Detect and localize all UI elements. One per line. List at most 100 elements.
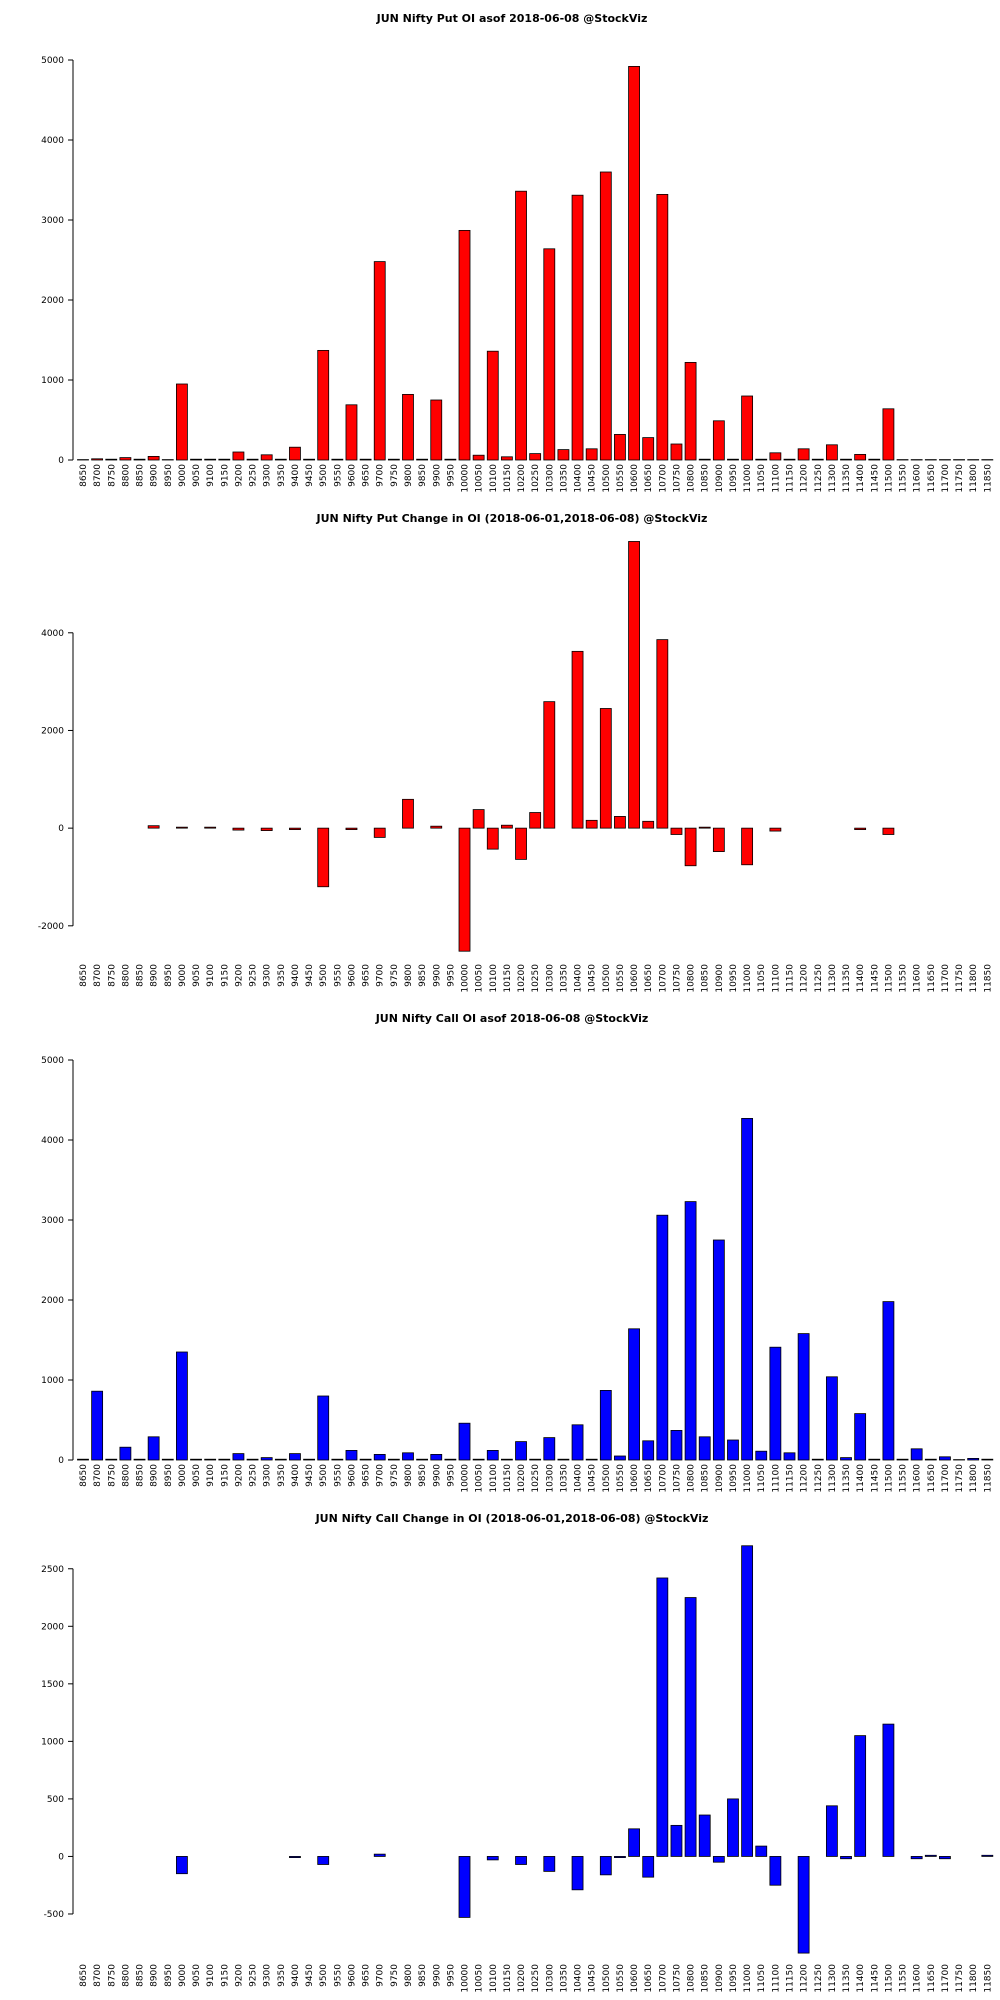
x-tick-label: 9100: [206, 1464, 216, 1487]
x-tick-label: 8650: [79, 1464, 89, 1487]
bar: [232, 1453, 245, 1461]
bar: [515, 1856, 527, 1865]
bar: [472, 809, 485, 829]
x-tick-label: 9450: [305, 464, 315, 487]
x-tick-label: 10550: [616, 964, 626, 993]
x-tick-label: 11000: [743, 1964, 753, 1993]
bar: [486, 1856, 499, 1861]
x-tick-label: 10750: [672, 1964, 682, 1993]
bar: [232, 827, 245, 831]
bar: [472, 1458, 485, 1461]
y-tick-label: 2000: [41, 1296, 64, 1306]
bar: [416, 1458, 429, 1461]
bar: [515, 827, 527, 860]
x-tick-label: 9450: [305, 964, 315, 987]
x-tick-label: 10400: [574, 1464, 584, 1493]
bar: [797, 1856, 810, 1954]
x-tick-label: 10500: [602, 464, 612, 493]
x-tick-label: 8750: [107, 964, 117, 987]
bar: [670, 827, 683, 835]
x-tick-label: 11100: [771, 1964, 781, 1993]
bar: [825, 444, 838, 461]
bar: [557, 449, 570, 461]
bar: [529, 453, 542, 461]
x-tick-label: 10100: [489, 464, 499, 493]
x-tick-label: 11750: [955, 1464, 965, 1493]
x-tick-label: 10150: [503, 464, 513, 493]
x-tick-label: 11200: [800, 964, 810, 993]
x-tick-label: 8750: [107, 1964, 117, 1987]
bar: [105, 458, 118, 461]
x-tick-label: 11550: [899, 1964, 909, 1993]
x-tick-label: 11850: [983, 464, 993, 493]
bar: [854, 827, 867, 831]
x-tick-label: 11250: [814, 964, 824, 993]
x-tick-label: 9600: [347, 964, 357, 987]
bar: [373, 261, 386, 461]
bar: [317, 349, 330, 461]
bar: [147, 1436, 160, 1461]
bar: [176, 826, 188, 829]
bar: [543, 701, 556, 829]
x-tick-label: 10700: [658, 1964, 668, 1993]
bar: [486, 350, 499, 461]
x-tick-label: 8650: [79, 964, 89, 987]
x-tick-label: 10750: [672, 464, 682, 493]
x-tick-label: 9700: [376, 1964, 386, 1987]
bar: [656, 193, 669, 461]
x-tick-label: 8650: [79, 464, 89, 487]
x-tick-label: 11800: [969, 1964, 979, 1993]
x-tick-label: 10650: [644, 1464, 654, 1493]
x-tick-label: 11700: [941, 464, 951, 493]
x-tick-label: 10500: [602, 1964, 612, 1993]
x-tick-label: 10450: [588, 1964, 598, 1993]
x-tick-label: 10950: [729, 1464, 739, 1493]
x-tick-label: 10200: [517, 464, 527, 493]
y-tick-label: 5000: [41, 56, 64, 66]
bar: [628, 66, 640, 461]
bar: [105, 1458, 118, 1461]
bar: [614, 433, 626, 461]
x-tick-label: 11200: [800, 1464, 810, 1493]
x-tick-label: 11450: [870, 1964, 880, 1993]
x-tick-label: 10350: [559, 1964, 569, 1993]
bar: [797, 1333, 810, 1461]
x-tick-label: 10100: [489, 1964, 499, 1993]
bar: [246, 1458, 259, 1461]
x-tick-label: 9700: [376, 964, 386, 987]
x-tick-label: 11050: [757, 964, 767, 993]
bar: [656, 639, 669, 829]
bar: [882, 408, 895, 461]
bar: [190, 1458, 202, 1461]
y-tick-label: 3000: [41, 216, 64, 226]
bar: [628, 541, 640, 829]
y-tick-label: 3000: [41, 1216, 64, 1226]
x-tick-label: 8950: [164, 1464, 174, 1487]
x-tick-label: 9750: [390, 964, 400, 987]
bar: [571, 650, 584, 829]
x-tick-label: 11700: [941, 1464, 951, 1493]
x-tick-label: 9900: [432, 464, 442, 487]
bar: [811, 1458, 824, 1461]
bar: [840, 458, 852, 461]
x-tick-label: 9350: [277, 1964, 287, 1987]
x-tick-label: 11800: [969, 964, 979, 993]
x-tick-label: 9650: [362, 1964, 372, 1987]
x-tick-label: 9400: [291, 964, 301, 987]
bar: [529, 812, 542, 829]
x-tick-label: 9500: [319, 1464, 329, 1487]
bar: [741, 395, 754, 461]
bar: [924, 1854, 937, 1857]
x-tick-label: 10600: [630, 1964, 640, 1993]
bar: [176, 383, 188, 461]
x-tick-label: 9500: [319, 964, 329, 987]
y-tick-label: 500: [47, 1795, 64, 1805]
x-tick-label: 10850: [701, 464, 711, 493]
x-tick-label: 9000: [178, 1964, 188, 1987]
bar: [303, 458, 315, 461]
x-tick-label: 10750: [672, 1464, 682, 1493]
x-tick-label: 10000: [461, 1964, 471, 1993]
x-tick-label: 10350: [559, 964, 569, 993]
bar: [825, 1805, 838, 1857]
x-tick-label: 8700: [93, 1464, 103, 1487]
